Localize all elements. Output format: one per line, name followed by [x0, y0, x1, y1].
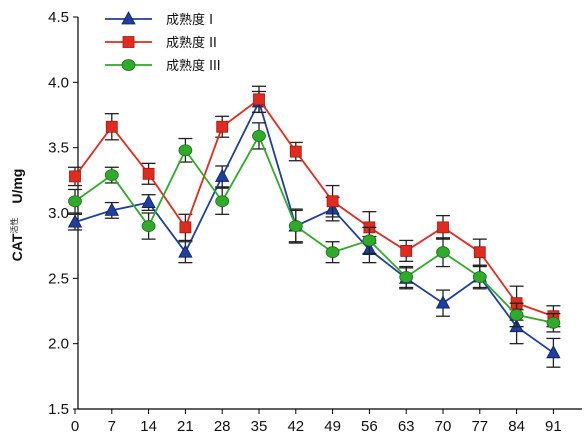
data-point	[435, 295, 451, 309]
series-layer	[67, 85, 561, 368]
data-point	[178, 244, 193, 258]
x-tick-label: 28	[214, 418, 231, 435]
data-point	[399, 271, 414, 283]
legend-marker	[121, 11, 136, 25]
data-point	[326, 195, 339, 208]
legend: 成熟度 I 成熟度 II 成熟度 III	[105, 11, 221, 74]
series-1	[67, 90, 561, 368]
data-point	[67, 214, 83, 228]
data-point	[253, 93, 265, 106]
data-point	[252, 130, 266, 142]
x-tick-label: 49	[324, 418, 341, 435]
x-tick-label: 91	[545, 418, 562, 435]
x-tick-label: 0	[71, 418, 79, 435]
y-tick-label: 4.0	[48, 74, 69, 91]
legend-label: 成熟度 III	[166, 58, 221, 74]
y-tick-label: 1.5	[48, 401, 69, 418]
series-3	[68, 122, 561, 333]
x-tick-label: 63	[398, 418, 415, 435]
y-axis-title: CAT活性 U/mg	[9, 169, 25, 262]
series-line	[74, 133, 554, 324]
data-point	[473, 246, 486, 259]
data-point	[216, 120, 229, 133]
data-point	[141, 194, 156, 208]
data-point	[472, 271, 487, 283]
data-point	[142, 167, 155, 180]
legend-label: 成熟度 I	[166, 12, 213, 28]
series-line	[74, 98, 554, 318]
data-point	[288, 220, 303, 232]
series-2	[68, 85, 561, 328]
data-point	[215, 168, 230, 182]
data-point	[509, 309, 524, 321]
y-tick-label: 3.0	[48, 205, 69, 222]
x-tick-label: 77	[471, 418, 488, 435]
x-tick-label: 21	[177, 418, 194, 435]
y-axis-label-subscript: 活性	[9, 218, 19, 234]
data-point	[436, 246, 450, 259]
x-tick-label: 35	[251, 418, 268, 435]
legend-marker	[121, 59, 136, 71]
data-point	[546, 344, 561, 359]
data-point	[179, 221, 192, 234]
data-point	[105, 120, 118, 133]
y-tick-label: 4.5	[48, 9, 69, 26]
data-point	[141, 220, 156, 232]
y-axis-label-main: CAT	[9, 233, 25, 261]
data-point	[215, 195, 230, 208]
y-axis-label-unit: U/mg	[9, 169, 25, 204]
legend-item: 成熟度 II	[105, 35, 217, 51]
y-tick-label: 2.5	[48, 270, 69, 287]
data-point	[362, 234, 377, 247]
data-point	[178, 144, 193, 157]
x-tick-label: 70	[435, 418, 452, 435]
y-tick-label: 3.5	[48, 140, 69, 157]
y-axis-label: CAT活性 U/mg	[9, 169, 25, 262]
data-point	[68, 195, 82, 208]
x-tick-label: 7	[108, 418, 116, 435]
y-tick-label: 2.0	[48, 336, 69, 353]
data-point	[400, 244, 413, 257]
data-point	[437, 221, 449, 234]
data-point	[69, 170, 81, 183]
legend-item: 成熟度 III	[105, 58, 221, 74]
axes: 1.5 2.0 2.5 3.0 3.5 4.0 4.5 0 7 14 21 28 35 42 49 56 63 7…	[48, 9, 582, 435]
x-tick-label: 42	[287, 418, 304, 435]
data-point	[546, 316, 561, 329]
data-point	[104, 169, 119, 182]
data-point	[289, 145, 302, 158]
data-point	[104, 202, 119, 216]
x-tick-label: 14	[140, 418, 157, 435]
x-tick-label: 84	[508, 418, 525, 435]
legend-item: 成熟度 I	[105, 11, 213, 28]
data-point	[325, 246, 340, 259]
legend-label: 成熟度 II	[166, 35, 217, 51]
legend-marker	[122, 36, 135, 48]
x-tick-label: 56	[361, 418, 378, 435]
